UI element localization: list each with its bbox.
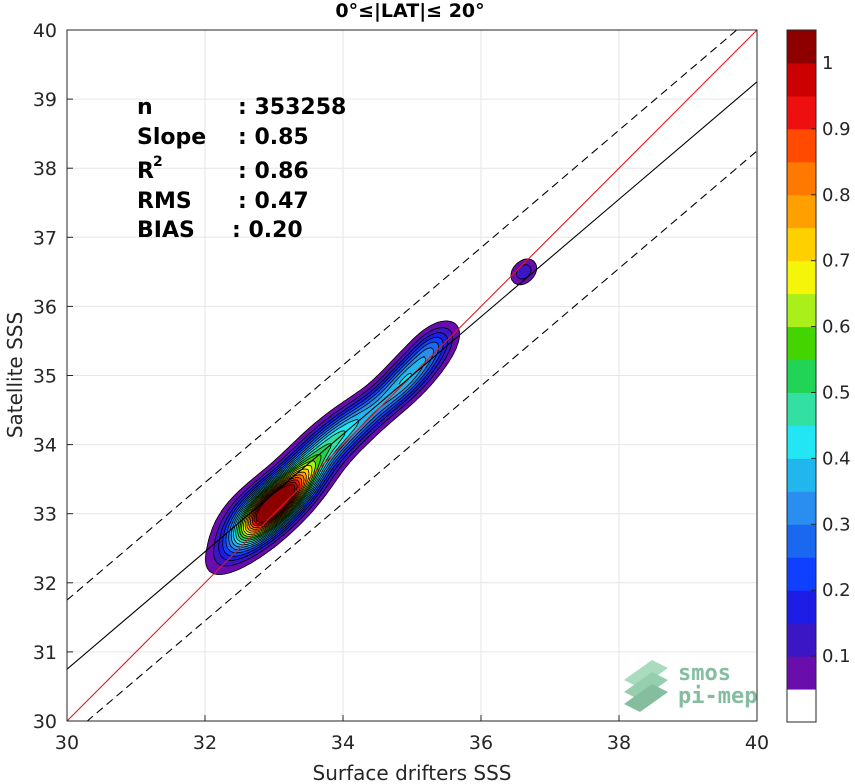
- colorbar-swatch-8: [787, 425, 816, 459]
- stats-box: n : 353258 Slope : 0.85 R 2 : 0.86 RMS :…: [137, 95, 346, 243]
- y-tick-label-3: 33: [33, 504, 57, 526]
- y-tick-label-6: 36: [33, 296, 57, 318]
- y-axis-label: Satellite SSS: [3, 312, 27, 438]
- colorbar-swatch-4: [787, 557, 816, 591]
- stat-rms-label: RMS: [137, 189, 192, 214]
- contour-line-3: [222, 336, 444, 557]
- contour-line-10: [239, 454, 322, 539]
- colorbar-swatch-20: [787, 30, 816, 64]
- colorbar-swatch-5: [787, 524, 816, 558]
- colorbar-swatch-13: [787, 260, 816, 295]
- colorbar-tick-label-0: 0.1: [822, 646, 851, 667]
- contour-line-4: [225, 341, 440, 554]
- logo-layer-1: [624, 660, 668, 688]
- stat-bias-label: BIAS: [137, 218, 195, 243]
- stat-r2-superscript: 2: [153, 154, 163, 170]
- y-tick-label-9: 39: [33, 89, 57, 111]
- y-tick-label-10: 40: [33, 20, 57, 42]
- stat-rms-value: : 0.47: [238, 189, 309, 214]
- contour-line-9: [237, 443, 332, 541]
- colorbar-tick-label-7: 0.8: [822, 185, 851, 206]
- contour-line-5: [228, 347, 434, 551]
- x-axis-ticks: 30 32 34 36 38 40: [55, 715, 769, 754]
- y-tick-label-5: 35: [33, 366, 57, 388]
- colorbar-swatch-12: [787, 293, 816, 328]
- colorbar-swatch-14: [787, 227, 816, 262]
- x-tick-label-0: 30: [55, 732, 79, 754]
- contour-line-0: [205, 258, 538, 575]
- colorbar-tick-label-5: 0.6: [822, 317, 851, 338]
- stat-n-label: n: [137, 95, 153, 120]
- x-tick-label-1: 32: [193, 732, 217, 754]
- y-tick-label-2: 32: [33, 573, 57, 595]
- stat-slope-label: Slope: [137, 125, 206, 150]
- logo-layer-3: [624, 684, 668, 712]
- contour-line-6: [230, 356, 427, 548]
- stat-r2-label: R: [137, 159, 154, 184]
- colorbar-swatch-15: [787, 194, 816, 229]
- colorbar-swatch-19: [787, 62, 816, 97]
- regression-line: [67, 81, 757, 670]
- stat-bias-value: : 0.20: [232, 218, 303, 243]
- colorbar-swatch-18: [787, 95, 816, 130]
- logo-text-pimep: pi-mep: [678, 684, 757, 709]
- logo-text-smos: smos: [678, 661, 731, 686]
- colorbar: [787, 30, 816, 723]
- colorbar-swatch-1: [787, 656, 816, 690]
- y-tick-label-4: 34: [33, 435, 57, 457]
- colorbar-swatch-17: [787, 128, 816, 163]
- y-tick-label-1: 31: [33, 642, 57, 664]
- contour-line-7: [233, 372, 412, 546]
- x-tick-label-2: 34: [331, 732, 355, 754]
- y-axis-ticks: 30 31 32 33 34 35 36 37 38 39 40: [33, 20, 73, 733]
- colorbar-swatch-0: [787, 689, 816, 723]
- colorbar-swatch-11: [787, 326, 816, 361]
- y-tick-label-8: 38: [33, 158, 57, 180]
- contour-line-8: [235, 430, 346, 543]
- contour-line-11: [241, 460, 316, 537]
- smos-pimep-logo: smos pi-mep: [624, 660, 757, 712]
- colorbar-tick-label-2: 0.3: [822, 514, 851, 535]
- colorbar-tick-label-6: 0.7: [822, 251, 851, 272]
- x-axis-label: Surface drifters SSS: [313, 761, 512, 784]
- reference-lines: [67, 30, 757, 721]
- lower-bound-line: [86, 150, 757, 721]
- contour-line-13: [244, 468, 310, 534]
- stat-r2-value: : 0.86: [238, 159, 309, 184]
- colorbar-swatch-16: [787, 161, 816, 196]
- colorbar-tick-label-4: 0.5: [822, 382, 851, 403]
- colorbar-ticks: 0.1 0.2 0.3 0.4 0.5 0.6 0.7 0.8 0.9 1: [811, 53, 851, 667]
- y-tick-label-0: 30: [33, 711, 57, 733]
- colorbar-tick-label-9: 1: [822, 53, 833, 74]
- x-tick-label-3: 36: [469, 732, 493, 754]
- chart-title: 0°≤|LAT|≤ 20°: [335, 0, 484, 22]
- logo-layer-2: [624, 672, 668, 700]
- stat-n-value: : 353258: [238, 95, 346, 120]
- colorbar-swatch-2: [787, 623, 816, 657]
- colorbar-tick-label-8: 0.9: [822, 119, 851, 140]
- contour-line-15: [248, 474, 305, 530]
- contour-line-12: [242, 465, 313, 536]
- colorbar-swatch-7: [787, 458, 816, 492]
- contour-line-2: [218, 332, 448, 561]
- x-tick-label-5: 40: [745, 732, 769, 754]
- x-tick-label-4: 38: [607, 732, 631, 754]
- colorbar-frame: [786, 29, 817, 723]
- contour-line-16: [250, 476, 303, 529]
- colorbar-tick-label-3: 0.4: [822, 448, 851, 469]
- upper-bound-line: [67, 30, 738, 601]
- colorbar-swatch-3: [787, 590, 816, 624]
- colorbar-swatch-10: [787, 359, 816, 393]
- colorbar-swatch-9: [787, 392, 816, 426]
- colorbar-tick-label-1: 0.2: [822, 580, 851, 601]
- colorbar-swatch-6: [787, 491, 816, 525]
- y-tick-label-7: 37: [33, 227, 57, 249]
- contour-line-1: [213, 264, 532, 567]
- stat-slope-value: : 0.85: [238, 125, 309, 150]
